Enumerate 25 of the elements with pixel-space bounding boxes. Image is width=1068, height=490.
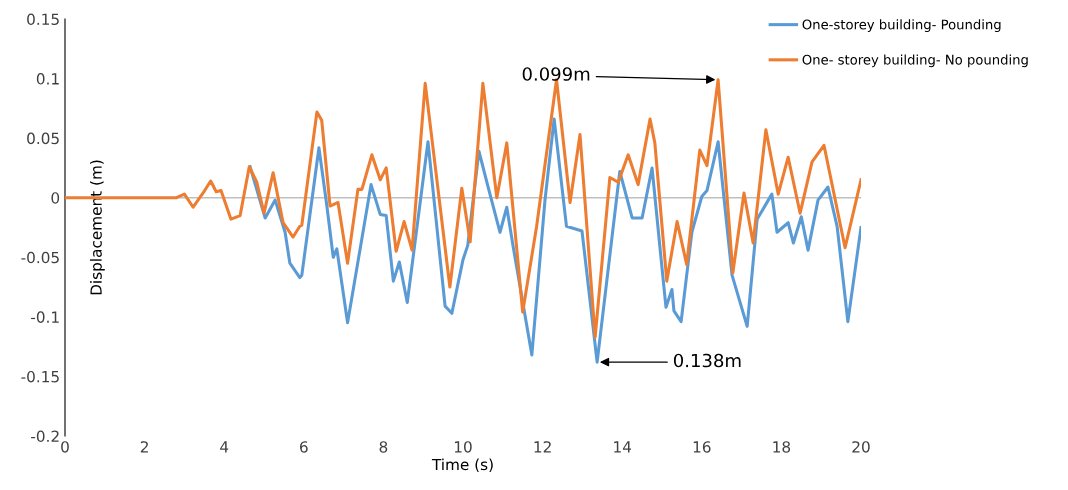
y-tick-label: -0.15 bbox=[21, 370, 59, 383]
x-tick-label: 18 bbox=[773, 441, 791, 453]
x-tick-label: 2 bbox=[140, 441, 148, 453]
legend-label: One- storey building- No pounding bbox=[802, 54, 1028, 68]
y-tick-label: -0.05 bbox=[21, 251, 59, 264]
y-tick-label: -0.1 bbox=[31, 311, 59, 323]
x-tick-label: 6 bbox=[300, 441, 308, 453]
annotation: 0.099m bbox=[522, 67, 590, 81]
legend-label: One-storey building- Pounding bbox=[802, 19, 1001, 32]
x-tick-label: 20 bbox=[852, 441, 870, 453]
x-tick-label: 8 bbox=[379, 441, 388, 453]
x-tick-label: 4 bbox=[220, 441, 229, 453]
x-tick-label: 0 bbox=[61, 441, 69, 453]
x-tick-label: 14 bbox=[614, 441, 632, 453]
y-tick-label: 0.15 bbox=[27, 13, 59, 26]
x-tick-label: 10 bbox=[454, 441, 472, 453]
y-tick-label: 0.05 bbox=[27, 132, 59, 145]
x-tick-label: 12 bbox=[534, 441, 551, 453]
y-axis-title: Displacement (m) bbox=[90, 160, 105, 295]
x-tick-label: 16 bbox=[693, 441, 711, 453]
y-tick-label: -0.2 bbox=[31, 430, 59, 443]
x-axis-title: Time (s) bbox=[431, 458, 493, 473]
y-tick-label: 0 bbox=[51, 192, 60, 204]
y-tick-label: 0.1 bbox=[36, 73, 59, 85]
annotation: 0.138m bbox=[673, 353, 741, 368]
